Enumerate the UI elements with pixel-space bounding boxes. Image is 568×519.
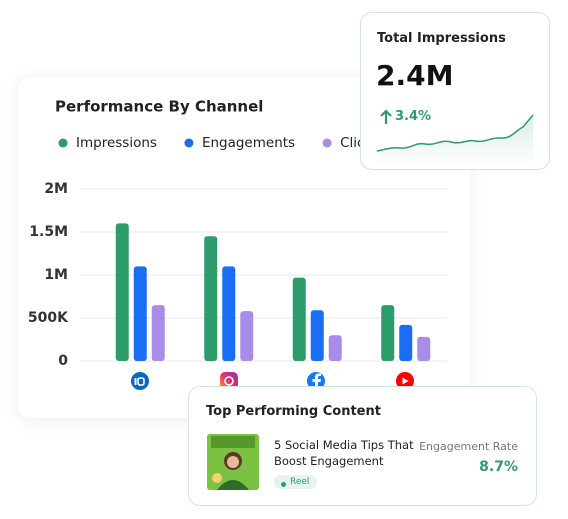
- tag-dot: [281, 482, 286, 487]
- y-tick-label: 1.5M: [29, 224, 68, 240]
- legend-label: Impressions: [76, 135, 157, 151]
- card-title: Top Performing Content: [206, 404, 381, 419]
- instagram-icon: [220, 372, 238, 390]
- metric-label: Engagement Rate: [419, 440, 518, 453]
- y-tick-label: 0: [58, 353, 68, 369]
- bar: [417, 336, 431, 361]
- bar: [204, 236, 218, 361]
- thumbnail: [207, 434, 259, 490]
- facebook-glyph: [312, 373, 321, 390]
- chart-title: Performance By Channel: [55, 98, 263, 116]
- legend-swatch: [184, 138, 194, 148]
- linkedin-glyph: [137, 377, 145, 386]
- card-title: Total Impressions: [377, 31, 506, 46]
- bar: [222, 266, 236, 361]
- bar: [381, 305, 395, 361]
- bar: [328, 335, 342, 361]
- youtube-glyph: [402, 377, 409, 385]
- tag-text: Reel: [290, 477, 310, 487]
- bar: [292, 277, 306, 361]
- up-arrow: [380, 109, 392, 124]
- sparkline: [376, 114, 534, 167]
- linkedin-glyph: [134, 378, 137, 385]
- bar: [151, 305, 165, 361]
- legend-swatch: [322, 138, 332, 148]
- bar: [310, 310, 324, 361]
- bar: [115, 223, 129, 361]
- tag: Reel: [274, 475, 318, 489]
- bar: [240, 311, 254, 361]
- legend-label: Engagements: [202, 135, 295, 151]
- y-tick-label: 1M: [44, 267, 68, 283]
- channel-icons: [131, 372, 414, 390]
- legend-swatch: [58, 138, 68, 148]
- metric-value: 8.7%: [479, 459, 518, 475]
- y-tick-label: 500K: [28, 310, 69, 326]
- total-value: 2.4M: [376, 59, 454, 92]
- instagram-glyph: [224, 376, 234, 386]
- linkedin-icon: [131, 372, 149, 390]
- post-title: 5 Social Media Tips That Boost Engagemen…: [274, 438, 414, 468]
- bar: [133, 266, 147, 361]
- bar: [399, 324, 413, 361]
- y-tick-label: 2M: [44, 181, 68, 197]
- impressions-card: Total Impressions 2.4M 3.4%: [360, 12, 550, 170]
- top-content-card: Top Performing Content 5 Social Media Ti…: [188, 386, 537, 506]
- change-value: 3.4%: [395, 109, 432, 124]
